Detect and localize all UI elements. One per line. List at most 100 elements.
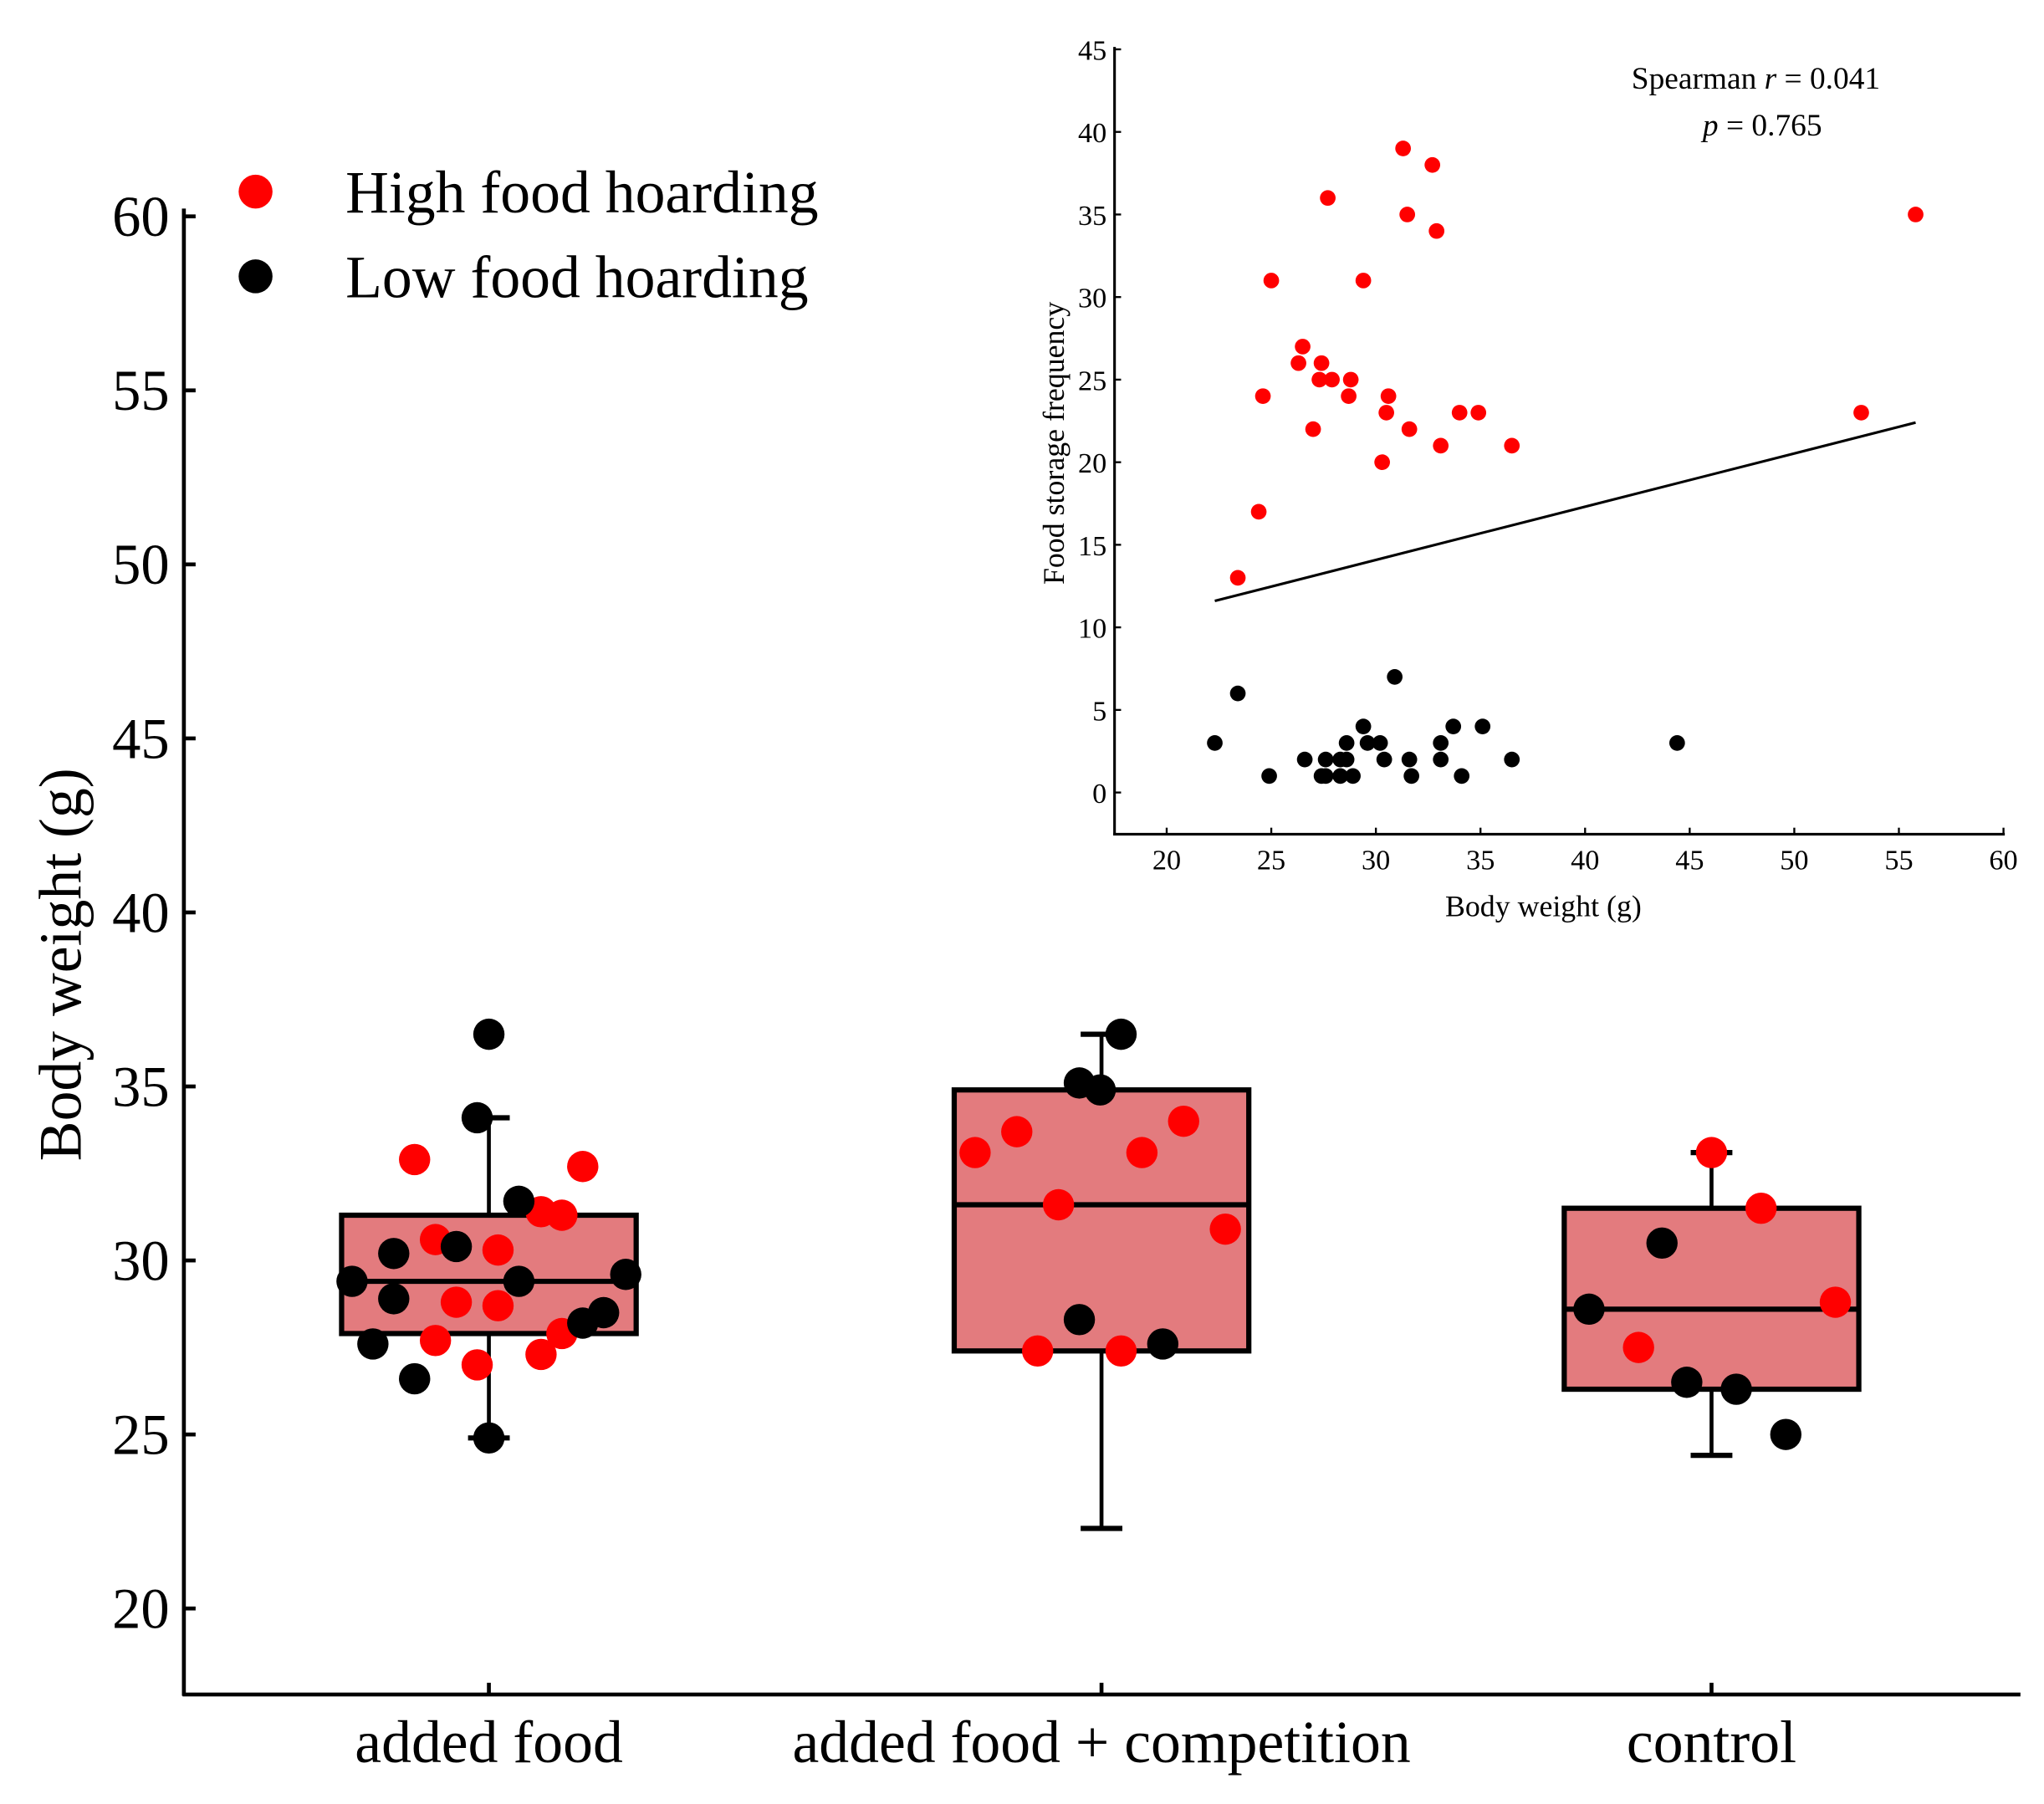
- data-point-high: [440, 1286, 473, 1318]
- scatter-point-low: [1445, 718, 1462, 734]
- scatter-point-high: [1451, 405, 1468, 421]
- data-point-low: [503, 1185, 535, 1218]
- annotation-p-value: = 0.765: [1719, 109, 1822, 143]
- scatter-point-high: [1374, 454, 1390, 471]
- scatter-point-high: [1290, 355, 1306, 371]
- annotation-r: r: [1765, 62, 1777, 96]
- annotation-p: p: [1700, 109, 1719, 143]
- legend-label-low: Low food hoarding: [345, 243, 808, 310]
- data-point-high: [959, 1137, 991, 1168]
- legend-marker-high: [238, 174, 273, 209]
- scatter-point-high: [1433, 437, 1449, 454]
- scatter-point-low: [1207, 734, 1223, 751]
- scatter-point-high: [1255, 388, 1271, 405]
- main-x-tick-label: control: [1627, 1709, 1796, 1776]
- scatter-point-high: [1341, 388, 1357, 405]
- data-point-low: [1147, 1328, 1179, 1360]
- regression-line: [1214, 421, 1916, 603]
- scatter-point-high: [1401, 421, 1418, 437]
- scatter-point-high: [1324, 371, 1340, 388]
- scatter-point-high: [1311, 371, 1327, 388]
- data-point-low: [473, 1018, 505, 1050]
- data-point-high: [1168, 1105, 1199, 1137]
- inset-x-tick-label: 40: [1571, 845, 1599, 876]
- inset-x-tick-label: 20: [1152, 845, 1181, 876]
- scatter-point-high: [1378, 405, 1394, 421]
- data-point-high: [1022, 1335, 1054, 1367]
- scatter-point-low: [1433, 734, 1449, 751]
- data-point-high: [1745, 1192, 1777, 1224]
- data-point-low: [1770, 1418, 1801, 1450]
- inset-x-tick-label: 60: [1989, 845, 2017, 876]
- scatter-point-low: [1454, 768, 1470, 784]
- scatter-point-low: [1338, 734, 1355, 751]
- data-point-low: [1084, 1074, 1117, 1106]
- scatter-point-high: [1424, 156, 1441, 173]
- data-point-high: [1042, 1188, 1075, 1221]
- legend-label-high: High food hoarding: [345, 159, 818, 226]
- main-y-tick-label: 40: [112, 881, 170, 944]
- scatter-point-low: [1355, 718, 1372, 734]
- scatter-point-high: [1313, 355, 1330, 371]
- data-point-high: [1695, 1137, 1728, 1168]
- data-point-high: [482, 1290, 514, 1321]
- scatter-point-high: [1470, 405, 1487, 421]
- inset-annotation-p: p = 0.765: [1700, 109, 1822, 143]
- main-x-tick-label: added food: [355, 1709, 623, 1776]
- data-point-low: [1720, 1373, 1752, 1405]
- main-y-tick-label: 30: [112, 1229, 170, 1292]
- data-point-low: [588, 1296, 620, 1329]
- data-point-low: [1646, 1227, 1678, 1259]
- scatter-point-high: [1263, 273, 1280, 289]
- main-y-tick-label: 45: [112, 707, 170, 770]
- data-point-low: [378, 1283, 410, 1315]
- scatter-point-high: [1320, 190, 1336, 207]
- data-point-low: [1063, 1304, 1096, 1336]
- data-point-low: [1671, 1367, 1703, 1398]
- scatter-point-high: [1355, 273, 1372, 289]
- main-y-axis-label: Body weight (g): [28, 768, 95, 1161]
- scatter-point-low: [1338, 751, 1355, 768]
- data-point-high: [1622, 1331, 1654, 1363]
- inset-x-tick-label: 35: [1466, 845, 1495, 876]
- scatter-point-low: [1332, 768, 1348, 784]
- main-y-tick-label: 20: [112, 1577, 170, 1641]
- main-boxplot: Body weight (g) 202530354045505560added …: [28, 185, 2021, 1776]
- scatter-point-high: [1908, 207, 1924, 222]
- inset-y-tick-label: 25: [1078, 365, 1106, 396]
- inset-x-tick-label: 30: [1362, 845, 1390, 876]
- scatter-point-low: [1474, 718, 1491, 734]
- box: [1561, 1205, 1862, 1393]
- data-point-high: [567, 1151, 599, 1183]
- scatter-point-high: [1342, 371, 1359, 388]
- legend: High food hoarding Low food hoarding: [238, 159, 819, 310]
- data-point-high: [1126, 1137, 1158, 1168]
- main-y-tick-label: 60: [112, 185, 170, 248]
- scatter-point-high: [1395, 141, 1412, 156]
- box: [951, 1087, 1252, 1354]
- main-x-tick-label: added food + competition: [792, 1709, 1410, 1776]
- scatter-point-high: [1504, 437, 1520, 454]
- main-y-tick-label: 50: [112, 533, 170, 596]
- inset-x-axis-label: Body weight (g): [1445, 890, 1642, 923]
- data-point-high: [546, 1199, 578, 1231]
- data-point-low: [440, 1230, 473, 1263]
- scatter-point-low: [1359, 734, 1376, 751]
- data-point-high: [525, 1338, 557, 1371]
- scatter-point-low: [1317, 768, 1334, 784]
- scatter-point-low: [1401, 751, 1418, 768]
- legend-marker-low: [238, 259, 273, 294]
- scatter-point-high: [1295, 339, 1311, 355]
- data-point-high: [1819, 1286, 1852, 1318]
- data-point-high: [399, 1143, 431, 1176]
- inset-x-tick-label: 50: [1780, 845, 1808, 876]
- scatter-point-low: [1345, 768, 1361, 784]
- data-point-high: [1209, 1213, 1241, 1245]
- annotation-r-value: = 0.041: [1776, 62, 1880, 96]
- data-point-low: [461, 1101, 493, 1134]
- data-point-low: [1105, 1018, 1137, 1050]
- inset-y-tick-label: 0: [1092, 778, 1106, 810]
- inset-y-tick-label: 35: [1078, 200, 1106, 232]
- scatter-point-low: [1229, 685, 1246, 702]
- scatter-point-low: [1668, 734, 1685, 751]
